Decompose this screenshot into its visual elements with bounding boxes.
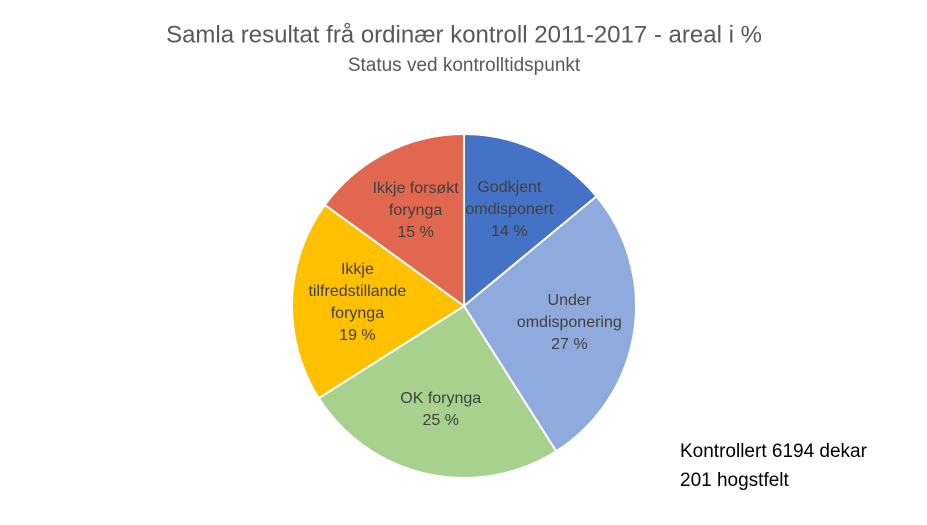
pie-slice — [463, 132, 598, 309]
value-label: 15 % — [397, 223, 434, 241]
chart-title: Samla resultat frå ordinær kontroll 2011… — [166, 21, 762, 48]
category-label: Ikkje forsøkt forynga — [372, 179, 459, 219]
value-label: 27 % — [551, 335, 588, 353]
slice-label: Under omdisponering 27 % — [508, 278, 630, 368]
value-label: 14 % — [491, 222, 528, 240]
slice-label: Ikkje forsøkt forynga 15 % — [355, 166, 477, 256]
slice-label-box: OK forynga 25 % — [380, 365, 502, 455]
pie-slice — [462, 194, 637, 453]
slice-label: Ikkje tilfredstillande forynga 19 % — [296, 258, 418, 348]
category-label: Godkjent omdisponert — [465, 178, 554, 218]
chart-subtitle: Status ved kontrolltidspunkt — [348, 55, 581, 76]
category-label: Ikkje tilfredstillande forynga — [308, 260, 407, 322]
slice-label-box: Ikkje tilfredstillande forynga 19 % — [296, 258, 418, 348]
slice-label-box: Godkjent omdisponert 14 % — [448, 165, 570, 255]
category-label: Under omdisponering — [516, 291, 622, 331]
value-label: 19 % — [339, 326, 376, 344]
annotation: Kontrollert 6194 dekar — [680, 441, 868, 462]
slice-label: Godkjent omdisponert 14 % — [448, 165, 570, 255]
pie-slice — [291, 203, 466, 400]
slice-label: OK forynga 25 % — [380, 365, 502, 455]
slice-label-box: Under omdisponering 27 % — [508, 278, 630, 368]
annotation: 201 hogstfelt — [680, 470, 790, 491]
value-label: 25 % — [422, 412, 459, 430]
pie-slice — [323, 132, 465, 308]
category-label: OK forynga — [400, 390, 482, 408]
slice-label-box: Ikkje forsøkt forynga 15 % — [355, 166, 477, 256]
pie-slice — [317, 304, 558, 479]
